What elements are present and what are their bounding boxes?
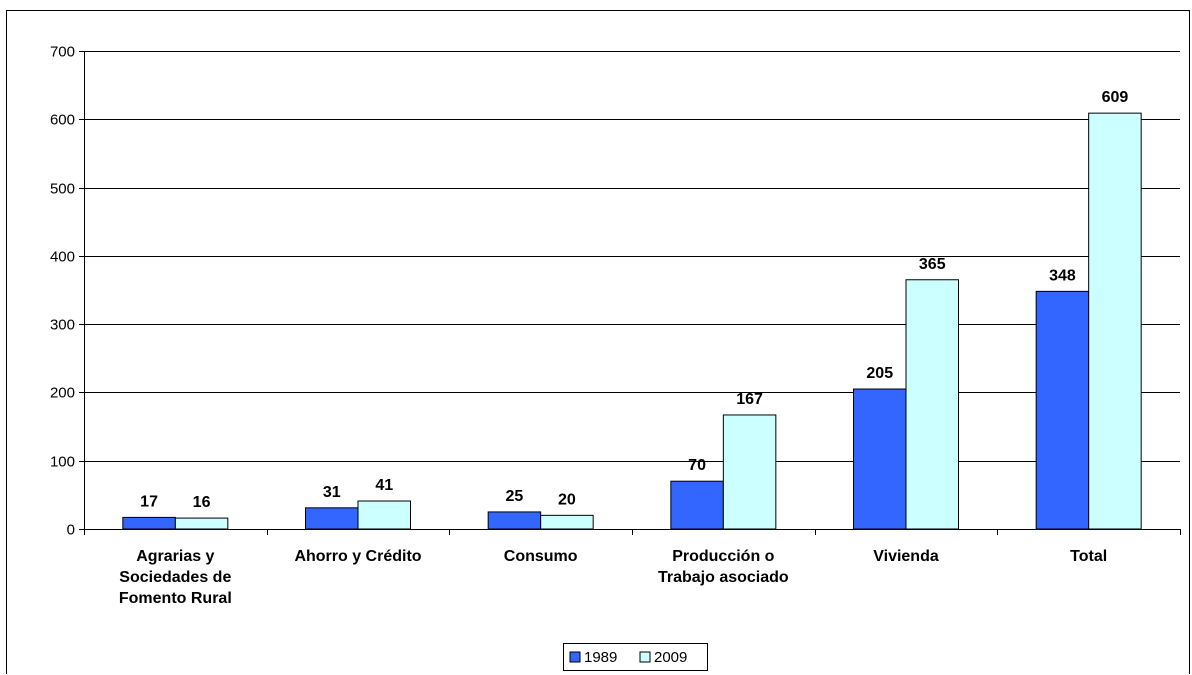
legend-box [563,643,708,671]
y-tick-label: 400 [50,249,75,266]
data-label: 41 [375,477,393,494]
bar-2009-0 [174,517,229,530]
y-tick-label: 100 [50,454,75,471]
legend-swatch-1989 [569,651,581,663]
data-label: 16 [193,494,211,511]
data-label: 20 [558,491,576,508]
bar-1989-3 [670,480,724,530]
data-label: 609 [1102,89,1129,106]
data-label: 70 [688,457,706,474]
chart-frame [6,10,1190,674]
bar-2009-2 [540,514,594,530]
data-label: 17 [140,493,158,510]
x-tick-label: Ahorro y Crédito [294,548,421,565]
bar-1989-0 [122,516,176,530]
bar-2009-1 [357,500,411,530]
bar-2009-3 [722,414,777,530]
data-label: 25 [506,488,524,505]
x-tick-label: Total [1070,548,1107,565]
y-tick-label: 700 [50,44,75,61]
data-label: 348 [1049,267,1076,284]
legend-label: 2009 [654,649,687,666]
data-label: 167 [736,391,763,408]
x-tick-label: Vivienda [873,548,939,565]
x-tick-label: Consumo [504,548,578,565]
bar-1989-5 [1035,290,1090,530]
bar-1989-4 [853,388,907,530]
x-tick-label: Agrarias y Sociedades de Fomento Rural [119,548,232,607]
bar-1989-2 [487,511,542,530]
bar-2009-5 [1088,112,1142,530]
bar-2009-4 [905,279,959,530]
y-tick-label: 500 [50,181,75,198]
legend-label: 1989 [584,649,617,666]
y-tick-label: 600 [50,112,75,129]
y-tick-label: 300 [50,317,75,334]
data-label: 365 [919,256,946,273]
y-tick-label: 0 [67,522,75,539]
data-label: 205 [866,365,893,382]
x-tick-label: Producción o Trabajo asociado [658,548,789,586]
legend-swatch-2009 [639,651,651,663]
data-label: 31 [323,484,341,501]
y-tick-label: 200 [50,385,75,402]
bar-1989-1 [305,507,359,530]
